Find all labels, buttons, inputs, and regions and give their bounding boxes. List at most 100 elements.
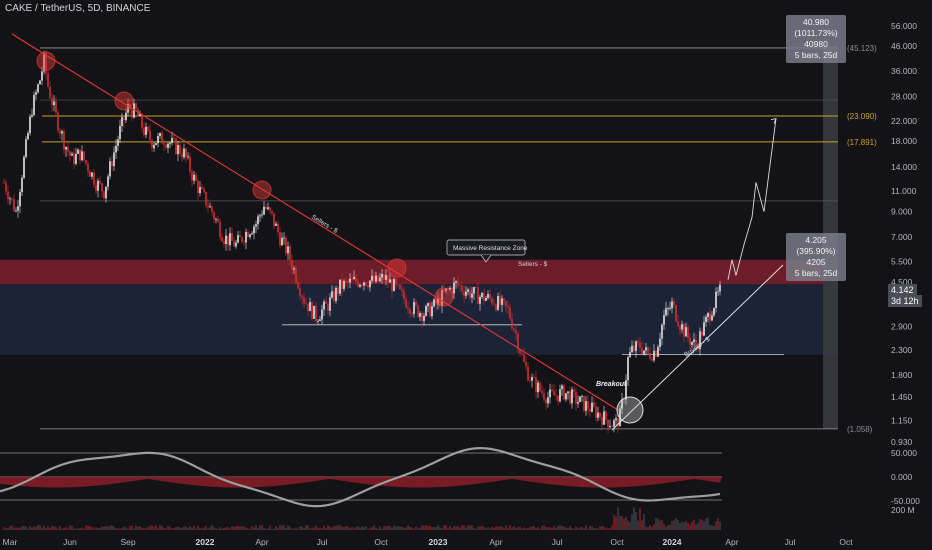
volume-bar	[509, 525, 511, 530]
candle-body	[301, 295, 303, 298]
candle-body	[171, 138, 173, 143]
candle-body	[703, 322, 705, 336]
candle-body	[679, 326, 681, 330]
candle-body	[603, 411, 605, 425]
candle-body	[169, 142, 171, 144]
candle-body	[293, 268, 295, 270]
volume-bar	[25, 526, 27, 530]
candle-body	[141, 114, 143, 128]
volume-bar	[45, 528, 47, 530]
candle-body	[133, 103, 135, 118]
candle-body	[543, 393, 545, 400]
candle-body	[145, 126, 147, 135]
volume-bar	[125, 527, 127, 530]
candle-body	[143, 127, 145, 135]
candle-body	[671, 301, 673, 309]
candle-body	[363, 282, 365, 286]
candle-body	[3, 182, 5, 184]
volume-bar	[421, 525, 423, 530]
volume-bar	[59, 525, 61, 530]
volume-bar	[619, 515, 621, 530]
volume-bar	[87, 525, 89, 530]
y-tick-label: 18.000	[891, 136, 917, 146]
candle-body	[271, 210, 273, 214]
volume-bar	[603, 526, 605, 530]
candle-body	[275, 223, 277, 226]
candle-body	[599, 412, 601, 418]
candle-body	[663, 315, 665, 325]
candle-body	[489, 293, 491, 298]
candle-body	[103, 191, 105, 199]
time-axis[interactable]: Mar Jun Sep 2022 Apr Jul Oct 2023 Apr Jul Oct 2024 A…	[3, 537, 854, 547]
volume-bar	[477, 526, 479, 530]
candle-body	[471, 293, 473, 298]
candle-body	[467, 289, 469, 292]
volume-bar	[241, 526, 243, 530]
candle-body	[27, 133, 29, 140]
volume-bar	[129, 526, 131, 530]
candle-body	[185, 148, 187, 158]
volume-bar	[415, 526, 417, 530]
volume-bar	[687, 523, 689, 530]
volume-bar	[469, 525, 471, 530]
volume-bar	[627, 520, 629, 530]
volume-bar	[567, 528, 569, 530]
candle-body	[245, 232, 247, 243]
volume-bar	[329, 526, 331, 530]
volume-bar	[425, 525, 427, 530]
candle-body	[281, 237, 283, 246]
volume-bar	[63, 527, 65, 530]
candle-body	[209, 206, 211, 208]
candle-body	[385, 275, 387, 280]
candle-body	[205, 191, 207, 206]
volume-bar	[215, 528, 217, 530]
volume-bar	[219, 527, 221, 530]
candle-body	[15, 210, 17, 212]
volume-bar	[525, 528, 527, 530]
volume-bar	[163, 527, 165, 530]
volume-bar	[221, 528, 223, 530]
volume-bar	[667, 525, 669, 530]
volume-bar	[201, 528, 203, 530]
levels-layer	[40, 47, 838, 430]
volume-bar	[333, 525, 335, 530]
candle-body	[539, 382, 541, 391]
candle-body	[257, 216, 259, 225]
candle-body	[425, 306, 427, 316]
y-tick-label: 46.000	[891, 41, 917, 51]
candle-body	[665, 308, 667, 316]
volume-bar	[157, 528, 159, 530]
volume-bar	[575, 526, 577, 530]
candle-body	[55, 101, 57, 113]
osc-tick-label: 50.000	[891, 448, 917, 458]
volume-bar	[73, 528, 75, 530]
volume-bar	[297, 528, 299, 530]
volume-bar	[595, 528, 597, 530]
volume-bar	[61, 528, 63, 530]
candle-body	[381, 274, 383, 278]
volume-bar	[711, 525, 713, 530]
candle-body	[65, 146, 67, 150]
candle-body	[83, 151, 85, 161]
volume-bar	[71, 526, 73, 530]
volume-bar	[403, 527, 405, 530]
candle-body	[147, 126, 149, 131]
candle-body	[545, 399, 547, 404]
price-axis[interactable]: 56.000 46.000 36.000 28.000 22.000 18.000 14.0…	[891, 21, 917, 447]
volume-bar	[539, 528, 541, 530]
candle-body	[527, 366, 529, 381]
candle-body	[373, 275, 375, 282]
candle-body	[377, 275, 379, 282]
volume-bar	[367, 528, 369, 530]
candle-body	[701, 331, 703, 336]
candle-body	[573, 389, 575, 392]
volume-bar	[33, 526, 35, 530]
candle-body	[615, 418, 617, 421]
candle-body	[39, 80, 41, 85]
volume-bar	[637, 520, 639, 530]
zones-layer	[0, 46, 838, 429]
candle-body	[53, 101, 55, 106]
candle-body	[67, 146, 69, 152]
volume-bar	[363, 527, 365, 530]
